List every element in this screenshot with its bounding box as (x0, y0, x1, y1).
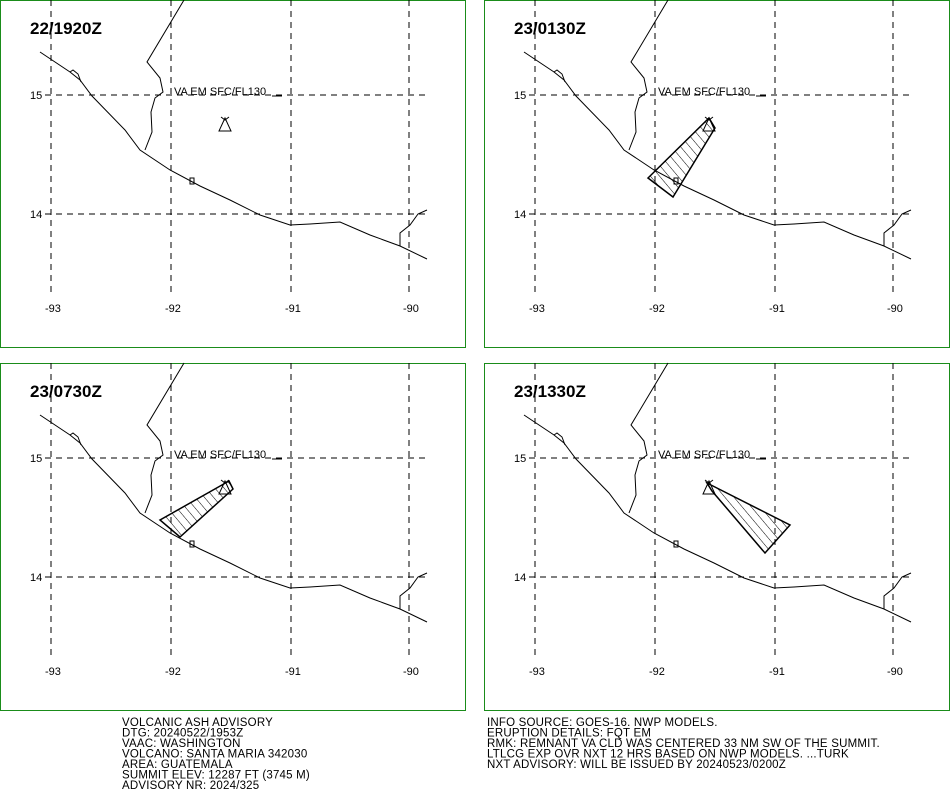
map-panel: -93 -92 -91 -90 15 14 23/0730Z VA EM SFC/FL130 (0, 362, 466, 711)
longitude-label: -90 (403, 666, 419, 678)
panel-frame (484, 363, 950, 711)
ash-cloud (646, 116, 716, 199)
latitude-label: 15 (514, 453, 526, 465)
longitude-label: -91 (769, 303, 785, 315)
longitude-label: -93 (529, 666, 545, 678)
longitude-label: -92 (649, 666, 665, 678)
advisory-line: LTLCG EXP OVR NXT 12 HRS BASED ON NWP MO… (487, 749, 849, 761)
annotation: VA EM SFC/FL130 (658, 449, 750, 461)
ash-cloud (704, 481, 792, 555)
coastline (39, 51, 428, 260)
coast-detail (69, 69, 195, 185)
latitude-label: 14 (514, 572, 526, 584)
panel-frame (0, 0, 466, 348)
volcano-symbol (702, 479, 716, 495)
advisory-line: ADVISORY NR: 2024/325 (122, 780, 259, 792)
advisory-line: NXT ADVISORY: WILL BE ISSUED BY 20240523… (487, 759, 786, 771)
advisory-line: VOLCANIC ASH ADVISORY (122, 717, 273, 729)
coast-detail (69, 432, 195, 548)
panel-frame (0, 363, 466, 711)
annotation: VA EM SFC/FL130 (174, 86, 266, 98)
ash-cloud (158, 479, 234, 538)
advisory-line: DTG: 20240522/1953Z (122, 728, 243, 740)
longitude-label: -90 (403, 303, 419, 315)
volcano-symbol (218, 116, 232, 132)
valid-time: 23/1330Z (514, 382, 586, 401)
latitude-label: 14 (514, 209, 526, 221)
longitude-label: -92 (165, 666, 181, 678)
border (144, 362, 185, 514)
advisory-right: INFO SOURCE: GOES-16. NWP MODELS.ERUPTIO… (487, 717, 880, 771)
advisory-line: VOLCANO: SANTA MARIA 342030 (122, 749, 307, 761)
latitude-label: 15 (514, 90, 526, 102)
advisory-line: INFO SOURCE: GOES-16. NWP MODELS. (487, 717, 718, 729)
latitude-label: 15 (30, 90, 42, 102)
map-panel: -93 -92 -91 -90 15 14 22/1920Z VA EM SFC/FL130 (0, 0, 466, 348)
latitude-label: 14 (30, 209, 42, 221)
border (399, 209, 428, 246)
annotation: VA EM SFC/FL130 (174, 449, 266, 461)
latitude-label: 15 (30, 453, 42, 465)
longitude-label: -92 (649, 303, 665, 315)
volcano-symbol (218, 479, 232, 495)
annotation: VA EM SFC/FL130 (658, 86, 750, 98)
map-panel: -93 -92 -91 -90 15 14 23/0130Z VA EM SFC/FL130 (484, 0, 950, 348)
valid-time: 22/1920Z (30, 19, 102, 38)
longitude-label: -90 (887, 666, 903, 678)
coastline (39, 414, 428, 623)
latitude-label: 14 (30, 572, 42, 584)
longitude-label: -91 (769, 666, 785, 678)
border (628, 362, 669, 514)
advisory-line: ERUPTION DETAILS: FQT EM (487, 728, 651, 740)
coast-detail (553, 432, 679, 548)
longitude-label: -91 (285, 303, 301, 315)
coastline (523, 414, 912, 623)
longitude-label: -90 (887, 303, 903, 315)
border (628, 0, 669, 151)
border (883, 209, 912, 246)
coastline (523, 51, 912, 260)
valid-time: 23/0730Z (30, 382, 102, 401)
map-panel: -93 -92 -91 -90 15 14 23/1330Z VA EM SFC/FL130 (484, 362, 950, 711)
longitude-label: -93 (45, 303, 61, 315)
advisory-line: VAAC: WASHINGTON (122, 738, 241, 750)
border (883, 572, 912, 609)
valid-time: 23/0130Z (514, 19, 586, 38)
panel-frame (484, 0, 950, 348)
longitude-label: -93 (45, 666, 61, 678)
longitude-label: -92 (165, 303, 181, 315)
longitude-label: -91 (285, 666, 301, 678)
border (399, 572, 428, 609)
advisory-line: AREA: GUATEMALA (122, 759, 233, 771)
border (144, 0, 185, 151)
advisory-line: SUMMIT ELEV: 12287 FT (3745 M) (122, 770, 310, 782)
longitude-label: -93 (529, 303, 545, 315)
advisory-line: RMK: REMNANT VA CLD WAS CENTERED 33 NM S… (487, 738, 880, 750)
volcano-symbol (702, 116, 716, 132)
